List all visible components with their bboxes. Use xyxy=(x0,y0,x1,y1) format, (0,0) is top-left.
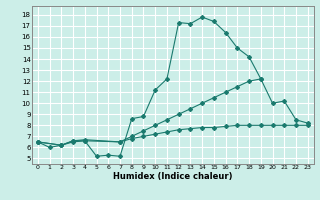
X-axis label: Humidex (Indice chaleur): Humidex (Indice chaleur) xyxy=(113,172,233,181)
